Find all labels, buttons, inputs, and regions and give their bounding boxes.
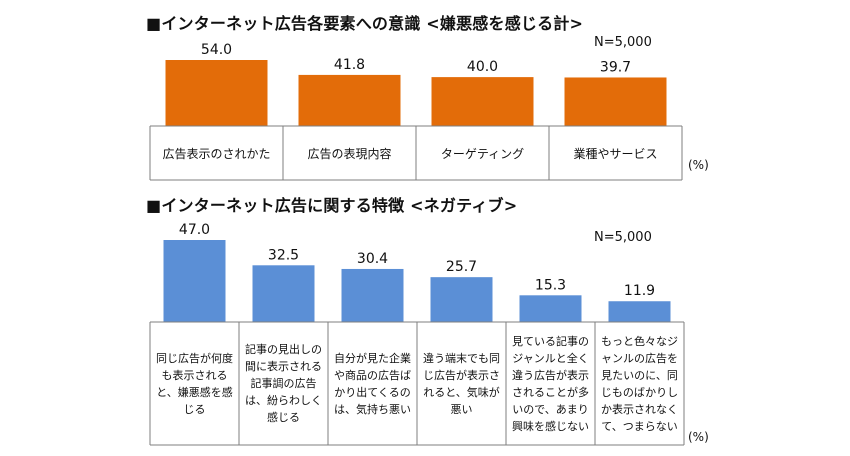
chart2-value-label-1: 47.0 [179,222,210,238]
chart2-value-label-4: 25.7 [446,259,477,275]
chart2-bar-5 [519,295,582,322]
chart1-category-label-2: 広告の表現内容 [307,146,392,161]
chart2-category-label-5: 見ている記事のジャンルと全く違う広告が表示されることが多いので、あまり興味を感じ… [512,334,589,433]
chart2-value-label-6: 11.9 [624,283,655,299]
chart1-value-label-3: 40.0 [467,59,498,75]
chart1-value-label-4: 39.7 [600,59,631,75]
chart1-bar-4 [564,77,667,126]
chart1-bar-2 [298,74,401,126]
chart2-value-label-3: 30.4 [357,251,388,267]
chart2-title: ■インターネット広告に関する特徴 <ネガティブ> [146,196,518,215]
chart2-value-label-2: 32.5 [268,247,299,263]
chart2-category-label-3: 自分が見た企業や商品の広告ばかり出てくるのは、気持ち悪い [334,351,411,416]
chart2-bar-4 [430,277,493,322]
chart1-title: ■インターネット広告各要素への意識 <嫌悪感を感じる計> [146,14,584,33]
chart1-value-label-1: 54.0 [201,42,232,58]
chart2-bar-3 [341,268,404,322]
chart2-unit: (%) [688,430,709,444]
chart2-category-label-6: もっと色々なジャンルの広告を見たいのに、同じものばかりしか表示されなくて、つまら… [600,334,679,433]
chart1-category-label-3: ターゲティング [440,146,525,161]
chart2-category-label-1: 同じ広告が何度も表示されると、嫌悪感を感じる [156,351,233,416]
chart2-value-label-5: 15.3 [535,277,566,293]
chart2-category-label-4: 違う端末でも同じ広告が表示されると、気味が悪い [423,351,500,416]
chart2-bar-6 [608,301,671,322]
chart1-category-label-1: 広告表示のされかた [162,146,271,161]
chart2-bar-2 [252,265,315,322]
chart1-bar-1 [165,60,268,126]
chart2-category-label-2: 記事の見出しの間に表示される記事調の広告は、紛らわしく感じる [245,343,322,424]
chart2-bar-1 [163,240,226,322]
chart1-unit: (%) [688,158,709,172]
chart1-bar-3 [431,77,534,126]
chart1-category-label-4: 業種やサービス [573,146,658,161]
chart1-sample-size: N=5,000 [594,35,652,50]
chart2-sample-size: N=5,000 [594,230,652,245]
chart1-value-label-2: 41.8 [334,57,365,73]
